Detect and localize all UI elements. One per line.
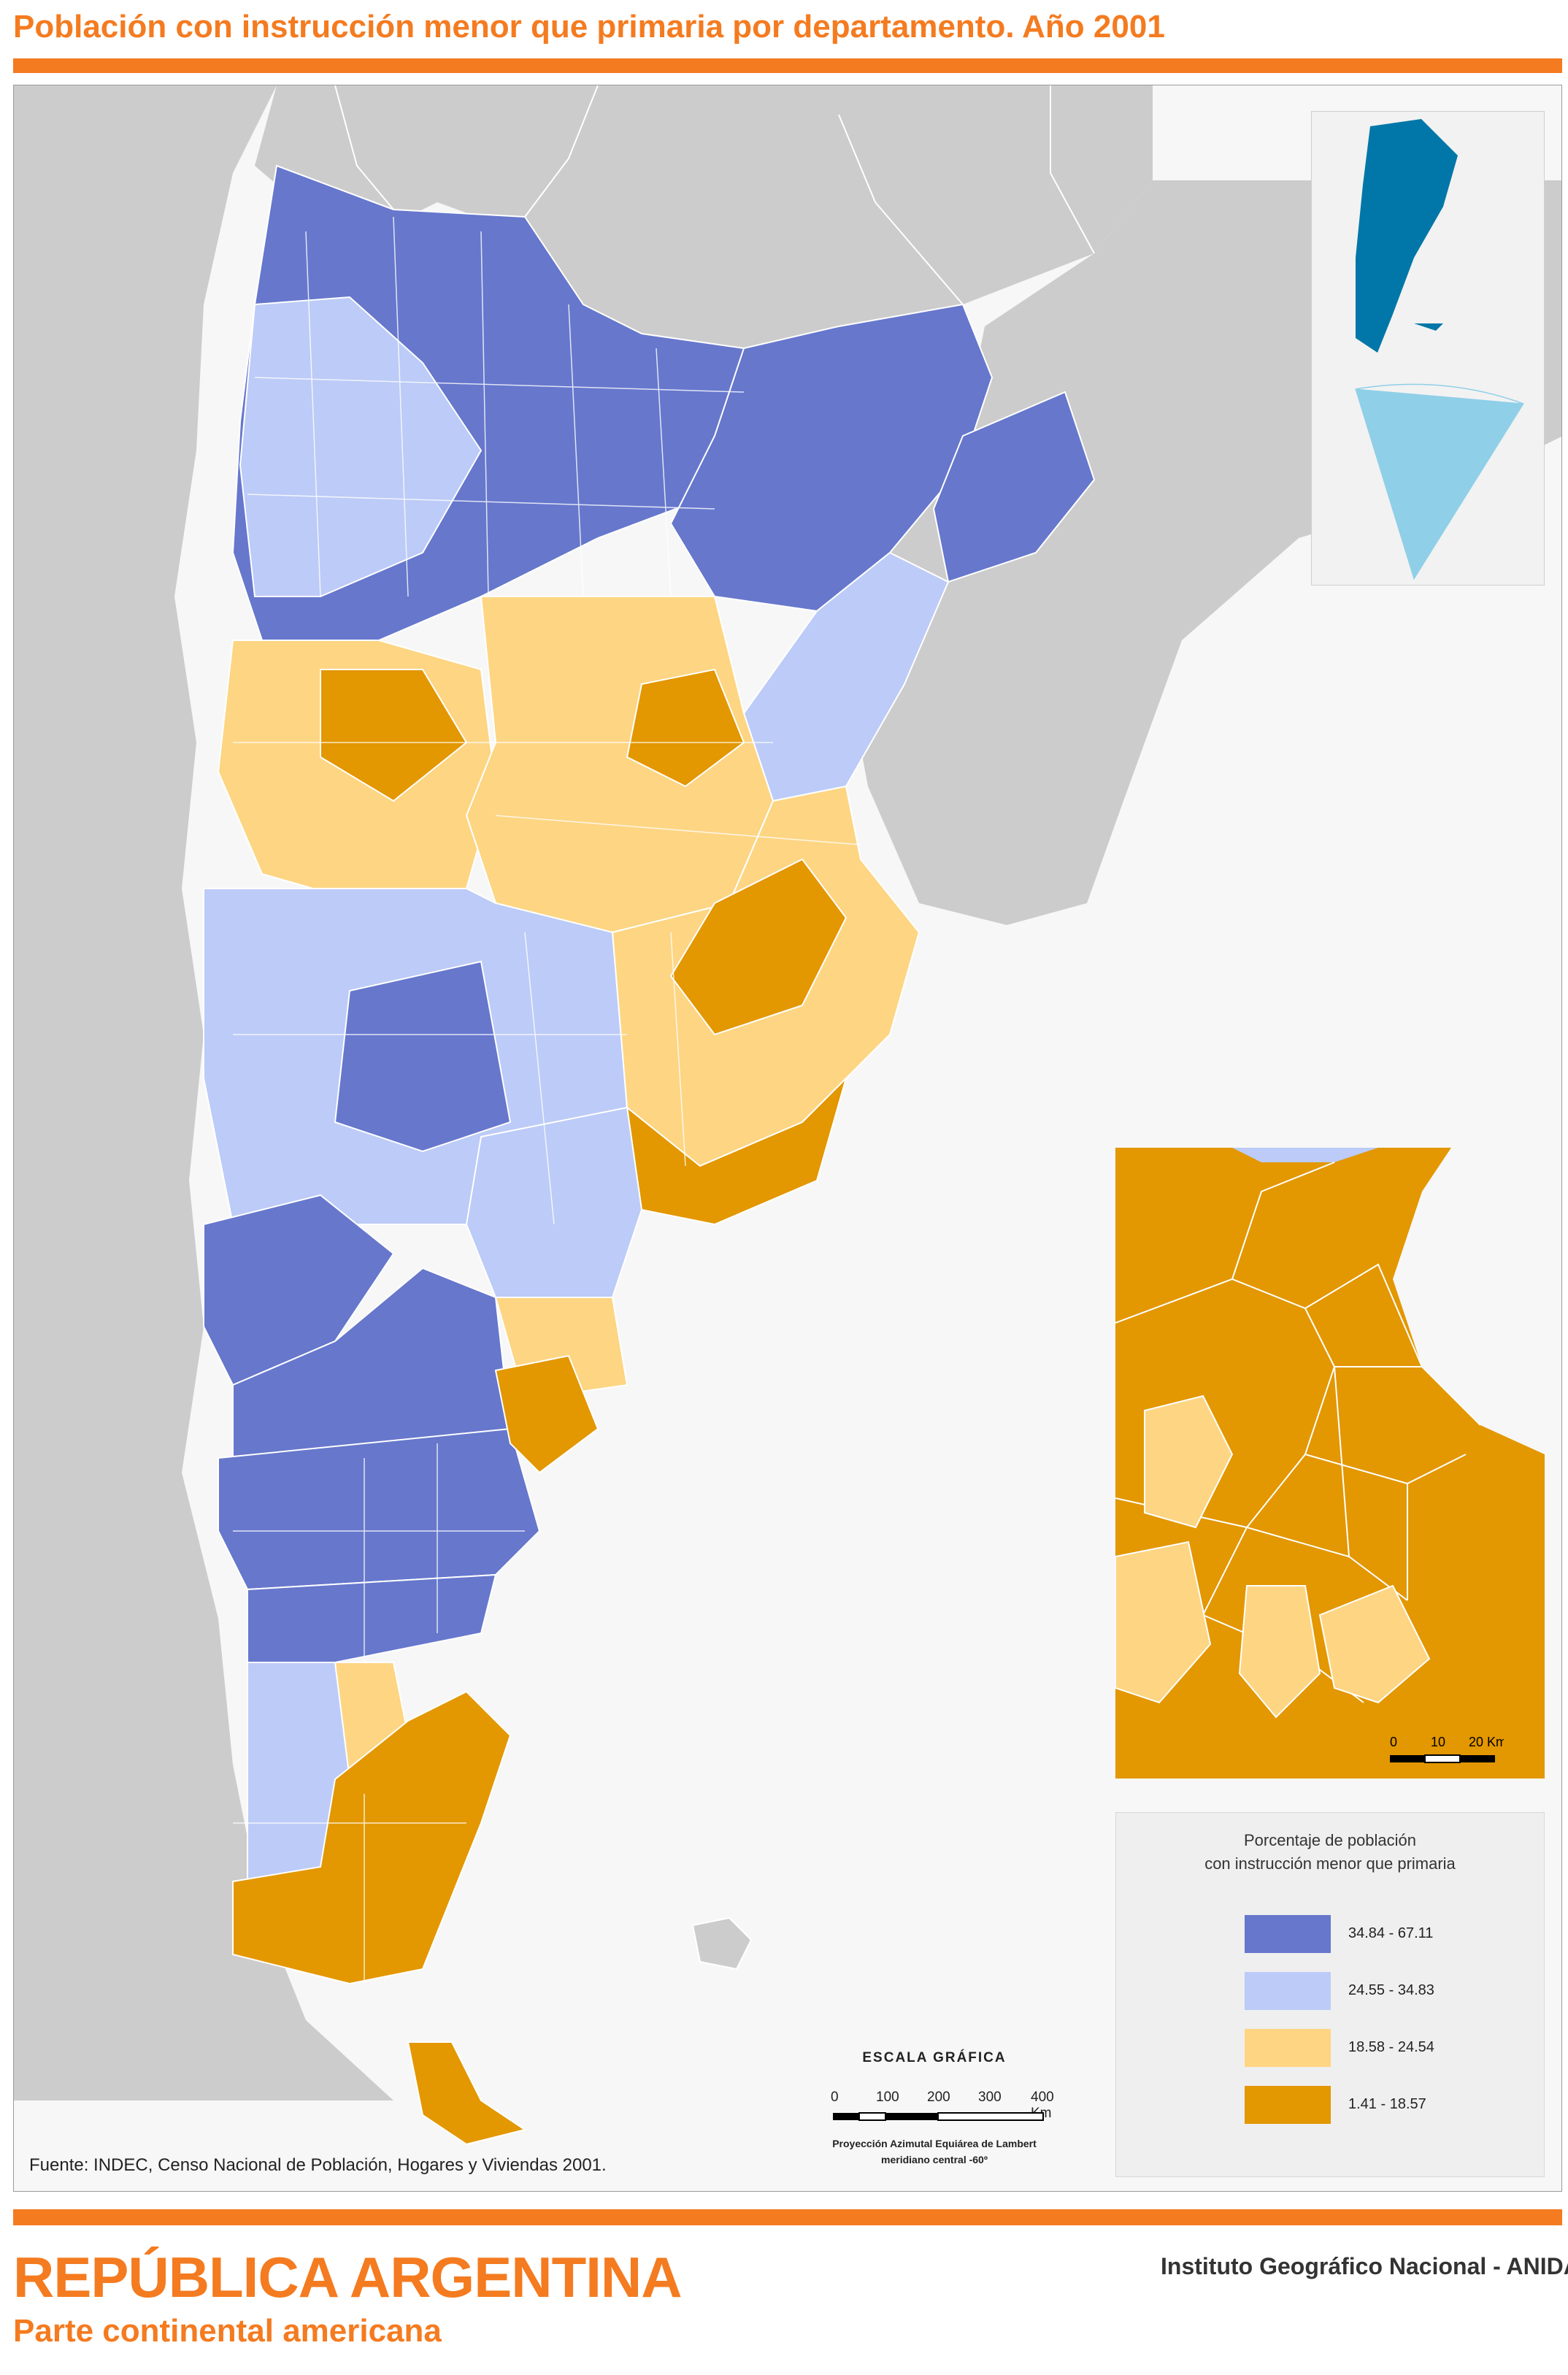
map-frame — [13, 85, 1562, 2192]
map-title: Población con instrucción menor que prim… — [13, 9, 1165, 45]
legend-title: Porcentaje de población con instrucción … — [1204, 1831, 1456, 1873]
scale-tick-200: 200 — [927, 2090, 950, 2105]
inset-yellow-1 — [1144, 1394, 1234, 1529]
locator-antarctic-sector — [1355, 388, 1524, 580]
source-note: Fuente: INDEC, Censo Nacional de Poblaci… — [29, 2155, 607, 2175]
region-misiones — [932, 391, 1096, 583]
region-buenos-aires-dark — [669, 858, 848, 1036]
region-buenos-aires-south — [626, 1075, 848, 1226]
legend-label-2: 24.55 - 34.83 — [1348, 1982, 1434, 1998]
scale-tick-100: 100 — [876, 2090, 899, 2105]
legend-swatch-4 — [1245, 2086, 1331, 2124]
locator-argentina — [1356, 119, 1458, 353]
country-subtitle: Parte continental americana — [13, 2313, 442, 2349]
scale-tick-300: 300 — [978, 2090, 1002, 2105]
malvinas-islands — [691, 1917, 753, 1971]
scale-bar: ESCALA GRÁFICA 0 100 200 300 400 Km Proy… — [810, 2050, 1058, 2182]
argentina-departments — [203, 164, 1096, 2146]
main-map — [14, 85, 1561, 2146]
legend-label-4: 1.41 - 18.57 — [1348, 2096, 1426, 2112]
region-chubut-coast — [494, 1354, 599, 1474]
region-santa-cruz — [232, 1690, 512, 1985]
legend-swatch-2 — [1245, 1972, 1331, 2010]
country-title: REPÚBLICA ARGENTINA — [13, 2245, 683, 2309]
inset-tick-20: 20 Km — [1469, 1735, 1504, 1749]
region-center-yellow — [465, 596, 775, 934]
region-chubut-south — [247, 1573, 497, 1663]
bottom-rule — [13, 2209, 1562, 2225]
neighbor-bolivia-paraguay — [255, 85, 1153, 348]
locator-inset — [1311, 111, 1545, 586]
inset-yellow-4 — [1318, 1584, 1431, 1704]
region-cordoba-dark — [626, 668, 745, 788]
region-la-pampa-light — [465, 1106, 643, 1298]
inset-scale-bar: 0 10 20 Km — [1387, 1730, 1507, 1774]
region-tierra-del-fuego — [407, 2041, 527, 2146]
inset-yellow-2 — [1115, 1541, 1212, 1704]
legend: Porcentaje de población con instrucción … — [1115, 1812, 1545, 2177]
scale-bar-graphic — [833, 2112, 1044, 2121]
region-chubut-north — [218, 1427, 541, 1591]
inset-tick-0: 0 — [1390, 1735, 1397, 1749]
region-pampa-blue — [334, 960, 512, 1153]
buenos-aires-inset-map — [1115, 1148, 1545, 1779]
neighbor-chile — [14, 85, 393, 2100]
projection-line-1: Proyección Azimutal Equiárea de Lambert — [832, 2138, 1037, 2149]
buenos-aires-inset — [1115, 1148, 1545, 1779]
scale-title: ESCALA GRÁFICA — [862, 2050, 1007, 2065]
legend-swatch-3 — [1245, 2029, 1331, 2067]
scale-tick-0: 0 — [831, 2090, 839, 2105]
top-rule — [13, 58, 1562, 73]
inset-tick-10: 10 — [1431, 1735, 1445, 1749]
region-northwest-light — [239, 296, 483, 597]
projection-line-2: meridiano central -60º — [881, 2154, 988, 2165]
inset-yellow-3 — [1238, 1585, 1321, 1719]
locator-map — [1355, 119, 1524, 580]
institute-credit: Instituto Geográfico Nacional - ANIDA — [1161, 2253, 1568, 2279]
legend-label-3: 18.58 - 24.54 — [1348, 2039, 1434, 2055]
legend-swatch-1 — [1245, 1915, 1331, 1953]
legend-label-1: 34.84 - 67.11 — [1348, 1925, 1434, 1941]
